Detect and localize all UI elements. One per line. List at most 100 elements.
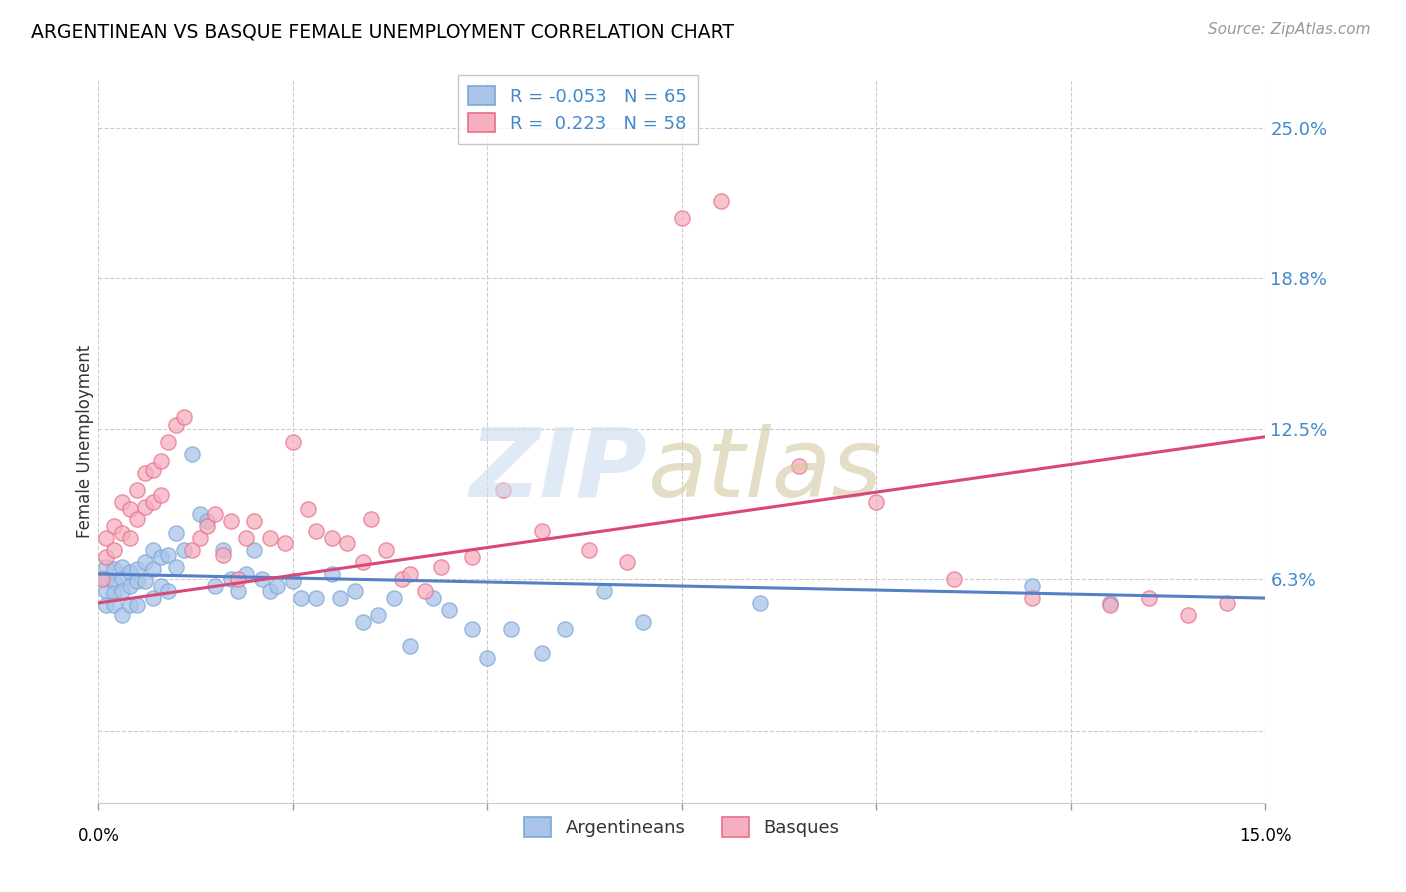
Point: [127, 562, 149, 576]
Point: [111, 572, 134, 586]
Point: [204, 507, 226, 521]
Legend: Argentineans, Basques: Argentineans, Basques: [517, 810, 846, 845]
Point: [865, 494, 887, 508]
Point: [235, 531, 257, 545]
Point: [219, 572, 242, 586]
Point: [1215, 596, 1237, 610]
Point: [281, 434, 304, 449]
Point: [1098, 596, 1121, 610]
Point: [127, 511, 149, 525]
Point: [530, 647, 553, 661]
Point: [142, 591, 165, 606]
Point: [149, 454, 172, 468]
Point: [1137, 591, 1160, 606]
Point: [212, 548, 235, 562]
Point: [321, 567, 343, 582]
Point: [165, 417, 187, 432]
Point: [671, 211, 693, 225]
Point: [290, 591, 312, 606]
Point: [142, 494, 165, 508]
Point: [96, 583, 118, 598]
Point: [787, 458, 810, 473]
Point: [710, 194, 733, 208]
Point: [127, 599, 149, 613]
Point: [111, 494, 134, 508]
Point: [429, 559, 451, 574]
Point: [118, 579, 141, 593]
Point: [360, 511, 382, 525]
Point: [235, 567, 257, 582]
Point: [367, 607, 389, 622]
Point: [1021, 591, 1043, 606]
Point: [204, 579, 226, 593]
Y-axis label: Female Unemployment: Female Unemployment: [76, 345, 94, 538]
Point: [195, 518, 218, 533]
Point: [274, 535, 297, 549]
Point: [195, 514, 218, 528]
Point: [250, 572, 273, 586]
Point: [499, 623, 522, 637]
Point: [281, 574, 304, 589]
Point: [91, 572, 114, 586]
Point: [305, 591, 328, 606]
Point: [382, 591, 405, 606]
Point: [111, 607, 134, 622]
Point: [118, 502, 141, 516]
Point: [134, 500, 156, 514]
Point: [631, 615, 654, 630]
Point: [173, 542, 195, 557]
Point: [165, 559, 187, 574]
Point: [344, 583, 367, 598]
Point: [91, 572, 114, 586]
Point: [157, 583, 180, 598]
Point: [96, 559, 118, 574]
Point: [228, 583, 250, 598]
Point: [188, 531, 211, 545]
Point: [103, 574, 125, 589]
Point: [321, 531, 343, 545]
Point: [748, 596, 770, 610]
Point: [134, 555, 156, 569]
Point: [111, 583, 134, 598]
Point: [437, 603, 460, 617]
Point: [336, 535, 359, 549]
Point: [305, 524, 328, 538]
Point: [165, 526, 187, 541]
Point: [96, 599, 118, 613]
Point: [173, 410, 195, 425]
Point: [157, 434, 180, 449]
Point: [219, 514, 242, 528]
Point: [259, 583, 281, 598]
Point: [943, 572, 966, 586]
Point: [1098, 599, 1121, 613]
Point: [477, 651, 499, 665]
Point: [329, 591, 352, 606]
Point: [103, 542, 125, 557]
Point: [103, 518, 125, 533]
Point: [157, 548, 180, 562]
Point: [398, 567, 420, 582]
Point: [212, 542, 235, 557]
Point: [352, 615, 374, 630]
Point: [266, 579, 288, 593]
Point: [375, 542, 398, 557]
Point: [96, 550, 118, 565]
Point: [352, 555, 374, 569]
Point: [142, 562, 165, 576]
Point: [118, 599, 141, 613]
Point: [461, 550, 484, 565]
Point: [391, 572, 413, 586]
Point: [1177, 607, 1199, 622]
Point: [398, 639, 420, 653]
Point: [243, 514, 266, 528]
Point: [118, 531, 141, 545]
Point: [228, 572, 250, 586]
Point: [149, 550, 172, 565]
Point: [127, 483, 149, 497]
Point: [103, 586, 125, 600]
Point: [149, 579, 172, 593]
Text: 15.0%: 15.0%: [1239, 827, 1292, 845]
Text: atlas: atlas: [647, 424, 882, 517]
Point: [118, 565, 141, 579]
Point: [142, 463, 165, 477]
